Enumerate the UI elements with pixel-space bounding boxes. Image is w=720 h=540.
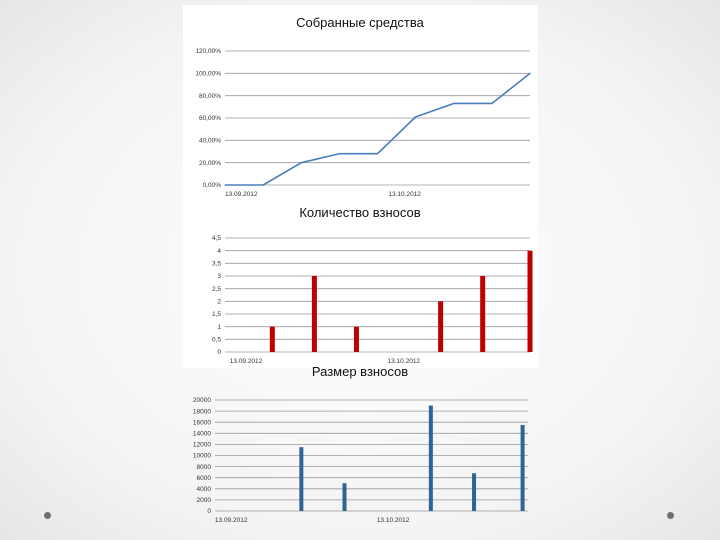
grid [215,399,528,512]
data-point [262,184,264,186]
y-tick-label: 2000 [197,497,212,504]
data-point [338,153,340,155]
x-tick-label: 13.09.2012 [215,517,248,524]
collected-funds-chart: Собранные средства 120,00% 100,00% 80,00% 6… [183,5,538,200]
y-tick-label: 0,5 [212,337,221,344]
bar [353,326,359,352]
y-tick-label: 3,5 [212,261,221,268]
y-axis-ticks: 2000018000160001400012000100008000600040… [193,397,211,515]
data-point [376,153,379,155]
y-tick-label: 3 [217,273,221,280]
data-point [224,184,226,186]
data-point [300,162,302,164]
contribution-count-chart-svg: Количество взносов 4,543,532,521,510,50 … [212,205,533,365]
data-series [269,250,533,352]
y-tick-label: 12000 [193,442,211,449]
y-tick-label: 18000 [193,408,211,415]
y-tick-label: 20000 [193,397,211,404]
x-tick-label: 13.09.2012 [230,358,263,365]
y-tick-label: 16000 [193,419,211,426]
data-series [224,72,531,186]
bar [342,483,347,511]
bar [311,276,317,352]
bar [480,276,486,352]
y-tick-label: 14000 [193,431,211,438]
bar [428,405,433,511]
y-tick-label: 40,00% [199,138,221,145]
grid [225,50,530,186]
x-axis-ticks: 13.09.2012 13.10.2012 [215,517,410,524]
y-axis-ticks: 120,00% 100,00% 80,00% 60,00% 40,00% 20,00% 0,… [195,48,221,189]
bar [438,301,444,352]
y-tick-label: 120,00% [195,48,221,55]
data-point [415,116,417,118]
y-axis-ticks: 4,5 4 3,5 3 2,5 2 1,5 1 0,5 0 [212,235,221,356]
bar [520,424,525,511]
contribution-count-chart: Количество взносов 4,5 4 3,5 3 2,5 2 1,5 1 0,5 0 … [183,200,538,368]
bar [269,326,275,352]
bar [527,250,533,352]
y-tick-label: 8000 [197,464,212,471]
contribution-size-chart-svg: Размер взносов 2000018000160001400012000… [193,364,528,524]
data-point [491,102,493,105]
y-tick-label: 6000 [197,475,212,482]
y-tick-label: 4 [217,248,221,255]
bar [299,447,304,511]
collected-funds-chart-svg: Собранные средства 120,00% 100,00% 80,00% 6… [195,15,531,198]
y-tick-label: 1 [217,324,221,331]
y-tick-label: 0,00% [203,182,222,189]
chart-title: Размер взносов [312,364,408,379]
x-tick-label: 13.10.2012 [377,517,410,524]
y-tick-label: 100,00% [195,71,221,78]
right-bullet-dot [667,512,674,519]
y-tick-label: 10000 [193,453,211,460]
y-tick-label: 2 [217,299,221,306]
y-tick-label: 0 [217,349,221,356]
data-point [529,72,531,74]
chart-title: Количество взносов [299,205,420,220]
contribution-size-chart: Размер взносов 20000 18000 16000 14000 12000… [183,362,538,530]
y-tick-label: 60,00% [199,115,221,122]
y-tick-label: 80,00% [199,93,221,100]
x-tick-label: 13.10.2012 [388,191,421,198]
chart-title: Собранные средства [296,15,425,30]
x-tick-label: 13.09.2012 [225,191,258,198]
y-tick-label: 4,5 [212,235,221,242]
x-tick-label: 13.10.2012 [388,358,421,365]
y-tick-label: 0 [207,508,211,515]
y-tick-label: 1,5 [212,311,221,318]
y-tick-label: 20,00% [199,160,221,167]
x-axis-ticks: 13.09.2012 13.10.2012 [225,191,421,198]
series-line [225,72,531,186]
y-tick-label: 4000 [197,486,212,493]
data-series [299,405,525,511]
x-axis-ticks: 13.09.2012 13.10.2012 [230,358,421,365]
data-point [453,102,455,105]
grid [225,237,530,353]
bar [472,473,477,511]
y-tick-label: 2,5 [212,286,221,293]
left-bullet-dot [44,512,51,519]
